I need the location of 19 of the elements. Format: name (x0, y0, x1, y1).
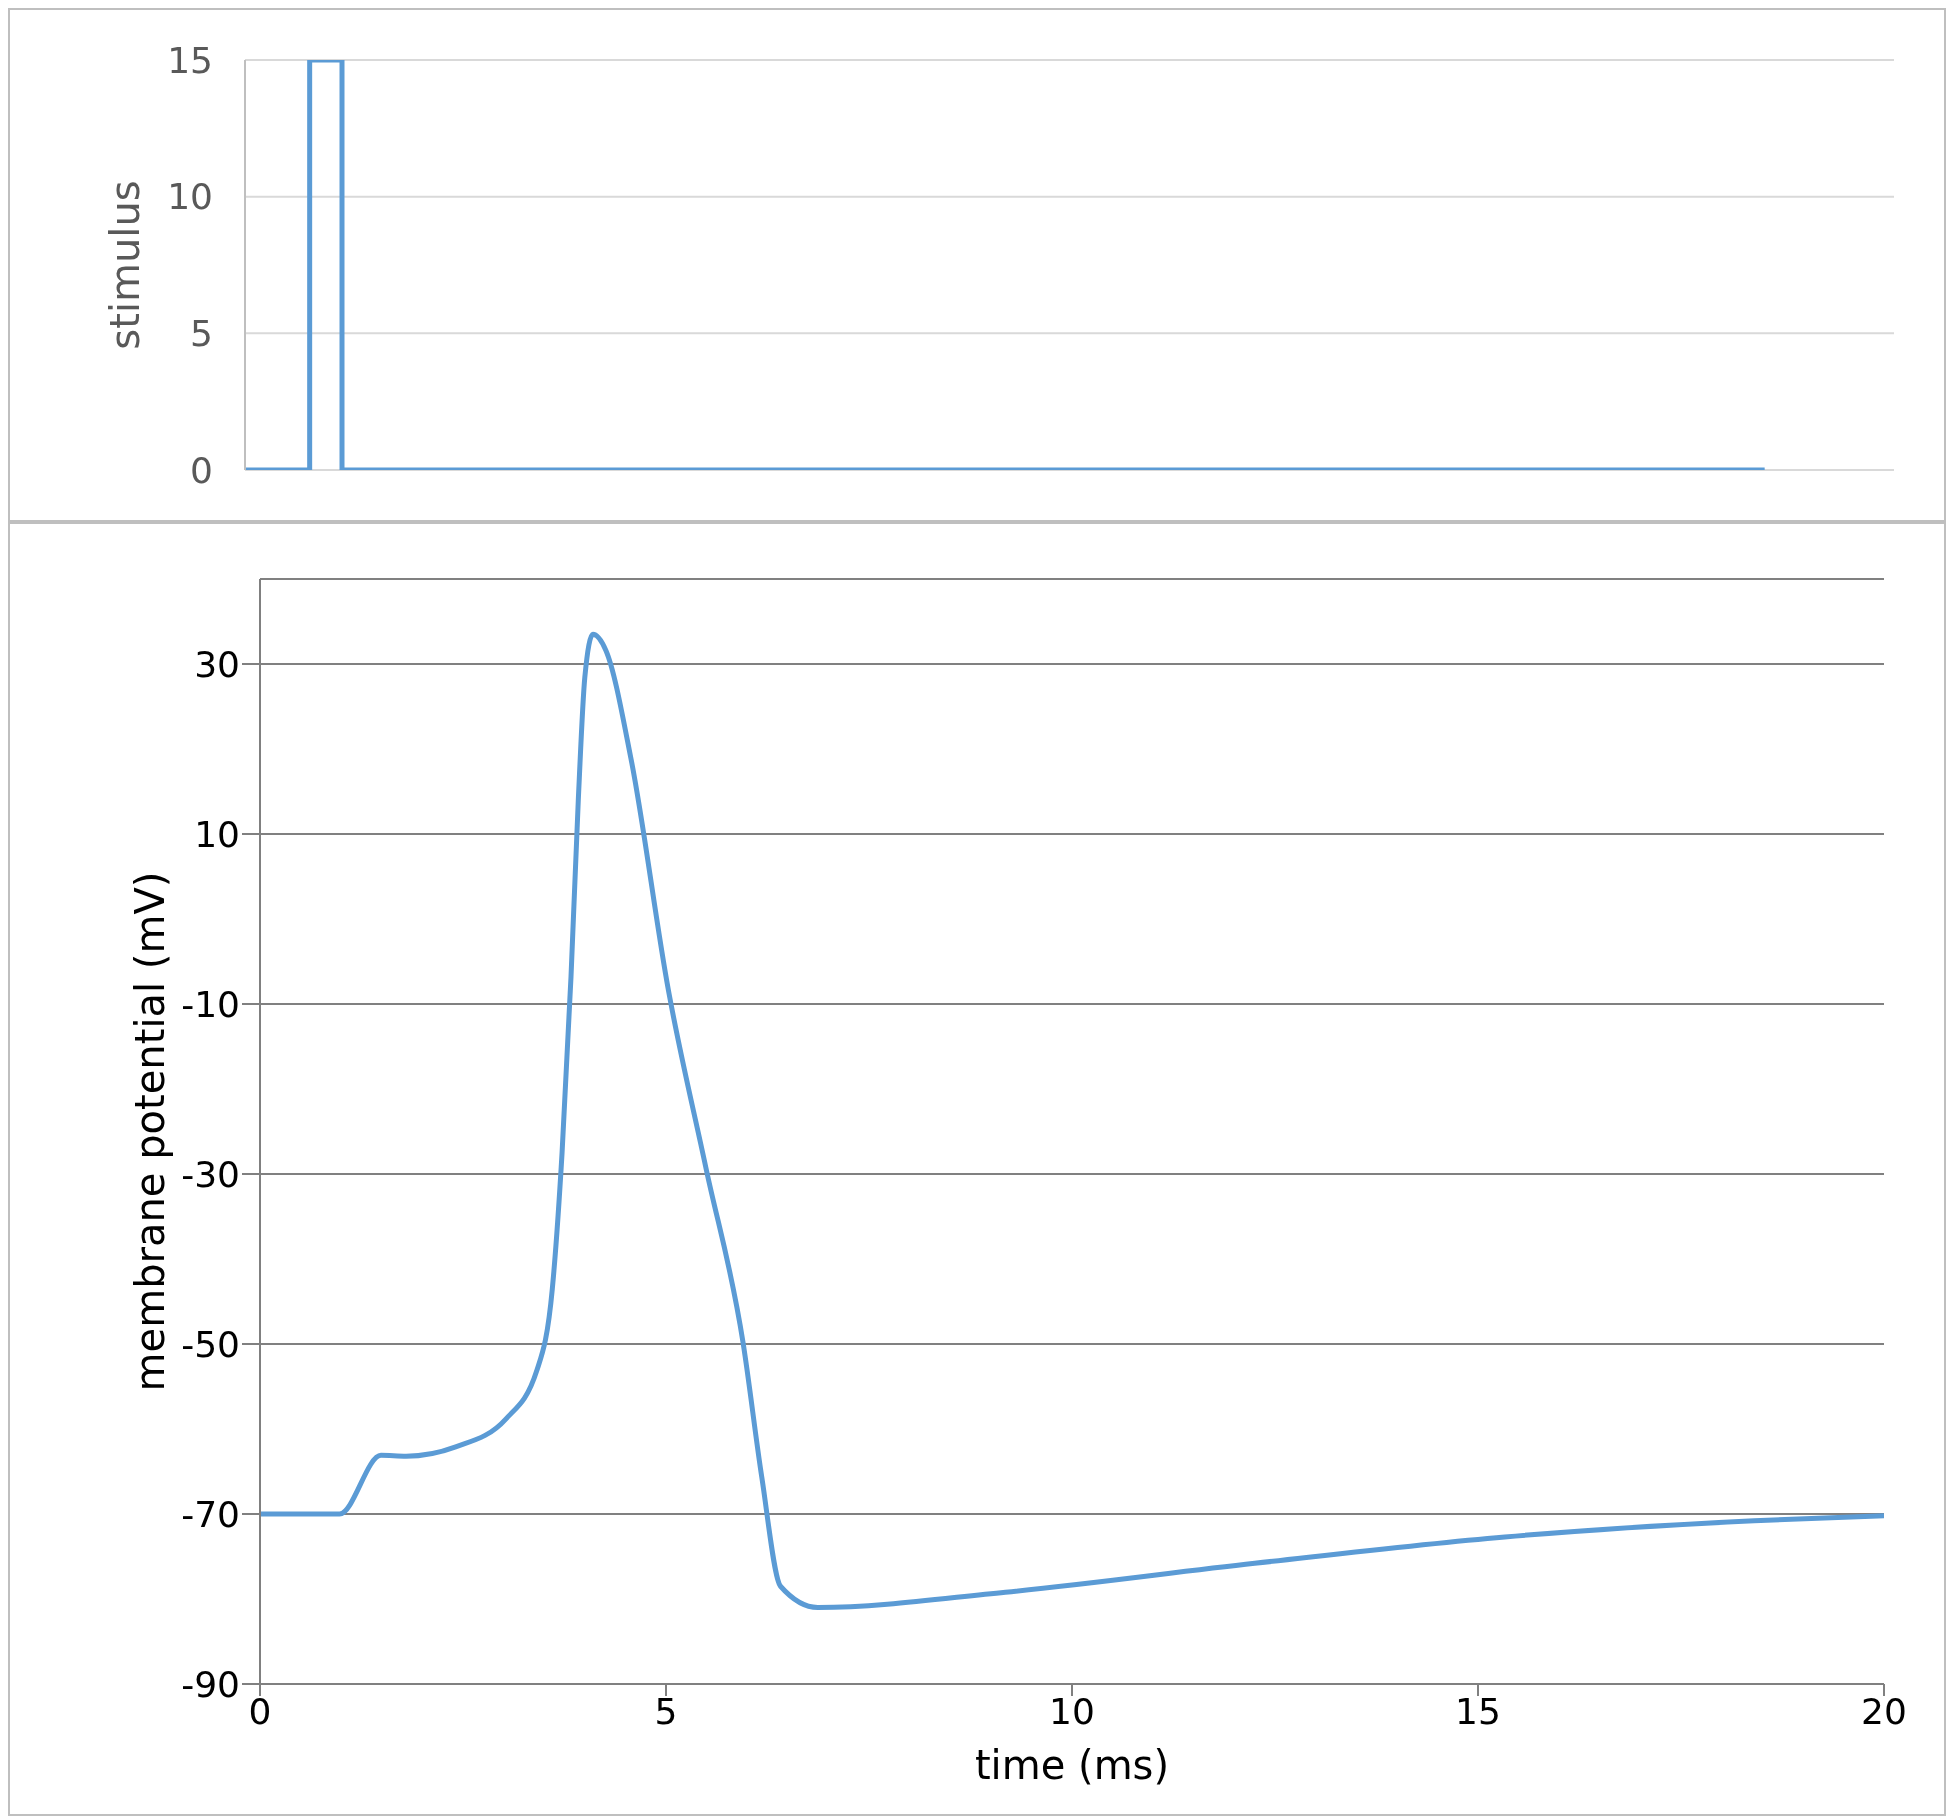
y-tick-label: 5 (190, 313, 213, 355)
y-axis-title: stimulus (102, 180, 149, 350)
y-tick-label: -70 (181, 1493, 240, 1535)
y-axis-title: membrane potential (mV) (127, 871, 174, 1392)
x-axis-title: time (ms) (974, 1742, 1170, 1788)
y-tick-label: 15 (167, 39, 213, 81)
y-tick-label: 0 (190, 449, 213, 491)
y-tick-label: -50 (181, 1323, 240, 1365)
x-tick-label: 10 (1049, 1690, 1095, 1732)
y-tick-label: -10 (181, 983, 240, 1025)
x-tick-label: 20 (1861, 1690, 1907, 1732)
y-tick-label: -30 (181, 1153, 240, 1195)
y-tick-label: -90 (181, 1663, 240, 1705)
x-tick-label: 0 (248, 1690, 272, 1732)
y-tick-label: 10 (167, 176, 213, 218)
y-tick-label: 30 (194, 643, 240, 685)
y-tick-label: 10 (194, 813, 240, 855)
x-tick-label: 15 (1455, 1690, 1501, 1732)
x-tick-label: 5 (654, 1690, 678, 1732)
